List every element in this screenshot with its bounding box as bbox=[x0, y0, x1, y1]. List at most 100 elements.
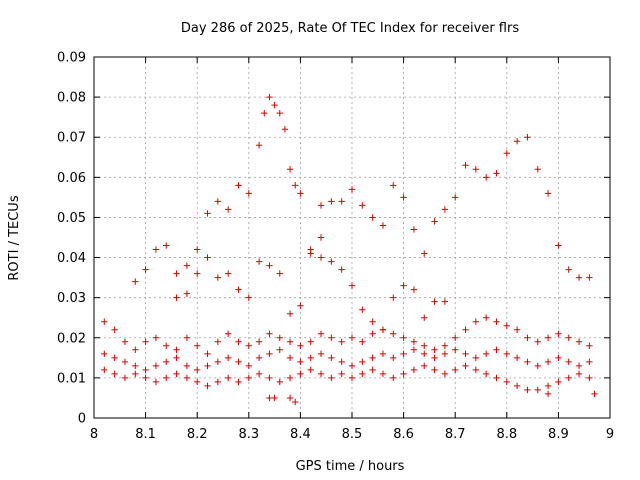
data-point-high-arc-2 bbox=[224, 206, 232, 213]
data-point-arc-1 bbox=[503, 322, 510, 329]
data-point-arc-1 bbox=[317, 330, 325, 337]
data-point-arc-1 bbox=[152, 334, 160, 341]
data-point-arc-3 bbox=[173, 370, 180, 378]
data-point-high-arc-1 bbox=[266, 262, 273, 269]
data-point-arc-3 bbox=[441, 370, 449, 378]
data-point-arc-1 bbox=[472, 318, 480, 325]
data-point-arc-1 bbox=[266, 330, 273, 337]
data-point-high-arc-2 bbox=[271, 101, 278, 109]
data-point-arc-3 bbox=[421, 362, 428, 370]
data-point-low-points bbox=[591, 390, 598, 398]
data-point-high-arc-1 bbox=[183, 290, 191, 297]
data-point-arc-3 bbox=[224, 374, 232, 382]
data-point-arc-3 bbox=[101, 366, 108, 374]
data-point-high-arc-2 bbox=[214, 198, 222, 205]
data-point-arc-3 bbox=[400, 370, 407, 378]
data-point-arc-1 bbox=[565, 334, 572, 341]
data-point-high-arc-1 bbox=[276, 270, 283, 277]
data-point-high-arc-3 bbox=[441, 206, 449, 213]
data-point-arc-1 bbox=[224, 330, 232, 337]
data-point-high-arc-2 bbox=[292, 182, 299, 189]
data-point-arc-3 bbox=[513, 382, 521, 390]
x-tick-label: 9 bbox=[606, 427, 614, 442]
data-point-arc-1 bbox=[235, 338, 242, 345]
data-point-arc-3 bbox=[142, 374, 149, 382]
data-point-arc-2 bbox=[452, 346, 459, 354]
data-point-arc-1 bbox=[338, 338, 345, 345]
data-point-arc-2 bbox=[194, 366, 201, 374]
data-point-high-arc-4 bbox=[441, 298, 449, 305]
data-point-arc-2 bbox=[586, 358, 593, 366]
data-point-high-arc-3 bbox=[390, 182, 397, 189]
data-point-high-arc-3 bbox=[431, 218, 438, 225]
y-axis-label: ROTI / TECUs bbox=[7, 195, 22, 280]
data-point-arc-1 bbox=[421, 342, 428, 349]
data-point-arc-2 bbox=[276, 346, 283, 354]
data-point-arc-1 bbox=[441, 342, 449, 349]
data-point-arc-1 bbox=[328, 334, 335, 341]
data-point-high-arc-1 bbox=[194, 270, 201, 277]
data-point-high-arc-3 bbox=[462, 162, 469, 169]
data-point-arc-2 bbox=[524, 358, 531, 366]
data-point-high-arc-1 bbox=[224, 270, 232, 277]
data-point-arc-2 bbox=[266, 350, 273, 358]
data-point-high-arc-4 bbox=[317, 254, 325, 261]
data-point-high-arc-3 bbox=[452, 194, 459, 201]
data-point-high-arc-3 bbox=[359, 202, 366, 209]
data-point-high-arc-3 bbox=[421, 250, 428, 257]
data-point-high-arc-3 bbox=[328, 198, 335, 205]
data-point-arc-3 bbox=[255, 370, 263, 378]
data-point-arc-3 bbox=[555, 378, 562, 386]
data-point-arc-2 bbox=[359, 358, 366, 366]
y-tick-label: 0.02 bbox=[57, 331, 86, 346]
data-point-arc-2 bbox=[421, 350, 428, 358]
data-point-high-arc-3 bbox=[379, 222, 387, 229]
data-point-arc-3 bbox=[235, 378, 242, 386]
data-point-high-arc-3 bbox=[565, 266, 572, 273]
data-point-arc-3 bbox=[390, 374, 397, 382]
data-point-arc-3 bbox=[307, 366, 314, 374]
data-point-arc-2 bbox=[390, 354, 397, 362]
data-point-arc-1 bbox=[255, 338, 263, 345]
data-point-high-arc-1 bbox=[235, 286, 242, 293]
x-tick-label: 8 bbox=[90, 427, 98, 442]
data-point-arc-2 bbox=[152, 362, 160, 370]
data-point-arc-1 bbox=[132, 346, 139, 354]
data-point-arc-3 bbox=[132, 370, 139, 378]
data-point-arc-2 bbox=[431, 354, 438, 362]
data-point-high-arc-3 bbox=[544, 190, 552, 197]
data-point-high-arc-1 bbox=[163, 242, 170, 249]
data-point-arc-2 bbox=[544, 358, 552, 366]
data-point-arc-3 bbox=[586, 374, 593, 382]
data-point-high-arc-2 bbox=[281, 126, 289, 133]
data-point-high-arc-3 bbox=[472, 166, 480, 173]
data-point-high-arc-1 bbox=[142, 266, 149, 273]
data-point-arc-1 bbox=[359, 338, 366, 345]
x-tick-label: 8.9 bbox=[548, 427, 569, 442]
data-point-arc-1 bbox=[400, 334, 407, 341]
data-point-arc-2 bbox=[255, 354, 263, 362]
data-point-arc-2 bbox=[297, 358, 304, 366]
data-point-low-points bbox=[544, 390, 552, 398]
data-point-arc-3 bbox=[121, 374, 129, 382]
data-point-arc-2 bbox=[224, 354, 232, 362]
data-point-high-arc-3 bbox=[534, 166, 541, 173]
data-points bbox=[101, 93, 598, 406]
data-point-arc-2 bbox=[493, 346, 500, 354]
data-point-arc-1 bbox=[493, 318, 500, 325]
data-point-arc-2 bbox=[317, 350, 325, 358]
data-point-arc-3 bbox=[286, 374, 294, 382]
data-point-arc-3 bbox=[410, 366, 418, 374]
data-point-arc-3 bbox=[472, 366, 480, 374]
data-point-high-arc-4 bbox=[369, 318, 376, 325]
data-point-arc-1 bbox=[183, 334, 191, 341]
data-point-arc-1 bbox=[297, 342, 304, 349]
data-point-arc-1 bbox=[369, 330, 376, 337]
data-point-arc-3 bbox=[348, 374, 356, 382]
data-point-high-arc-2 bbox=[235, 182, 242, 189]
data-point-arc-3 bbox=[163, 374, 170, 382]
data-point-arc-3 bbox=[379, 370, 387, 378]
data-point-high-arc-4 bbox=[328, 258, 335, 265]
data-point-arc-3 bbox=[338, 370, 345, 378]
data-point-arc-3 bbox=[503, 378, 510, 386]
